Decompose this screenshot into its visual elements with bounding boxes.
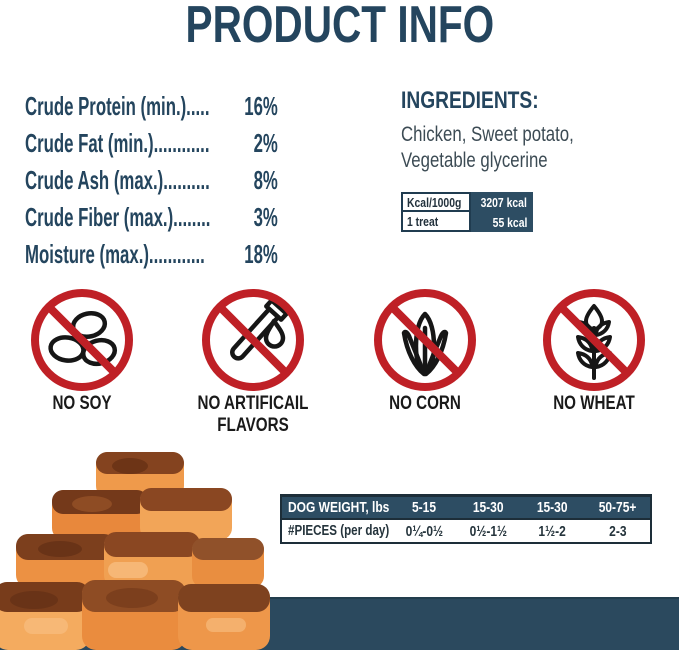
kcal-table: Kcal/1000g 3207 kcal 1 treat 55 kcal	[401, 192, 533, 232]
page-title-wrap: PRODUCT INFO	[0, 0, 679, 54]
feeding-table-header-row: DOG WEIGHT, lbs 5-15 15-30 15-30 50-75+	[282, 497, 650, 518]
analysis-label: Crude Fat (min.)............	[25, 128, 210, 158]
feeding-pieces-cell: 2-3	[608, 522, 627, 540]
analysis-label: Moisture (max.)............	[25, 239, 205, 269]
kcal-row-label: Kcal/1000g	[407, 194, 462, 210]
analysis-value: 16%	[244, 91, 278, 121]
kcal-row: 1 treat 55 kcal	[401, 212, 533, 232]
prohibition-circle	[202, 289, 304, 391]
no-soy-label: NO SOY	[52, 393, 112, 414]
no-corn-badge	[373, 288, 477, 392]
feeding-header-cell: 15-30	[537, 499, 568, 516]
prohibition-circle	[374, 289, 476, 391]
prohibition-circle	[31, 289, 133, 391]
kcal-row: Kcal/1000g 3207 kcal	[401, 192, 533, 212]
soy-beans-icon	[31, 289, 133, 391]
analysis-label: Crude Ash (max.)..........	[25, 165, 210, 195]
ingredients-heading: INGREDIENTS:	[401, 87, 539, 114]
analysis-row: Crude Fat (min.)............ 2%	[25, 125, 278, 162]
test-tube-icon	[202, 289, 304, 391]
feeding-header-cell: DOG WEIGHT, lbs	[288, 499, 390, 516]
prohibition-slash	[558, 304, 630, 376]
prohibition-slash	[389, 304, 461, 376]
feeding-pieces-cell: 0½-1½	[469, 522, 507, 540]
feeding-table-pieces-row: #PIECES (per day) 0¼-0½ 0½-1½ 1½-2 2-3	[282, 518, 650, 542]
no-wheat-label: NO WHEAT	[553, 393, 635, 414]
no-wheat-badge	[542, 288, 646, 392]
analysis-label: Crude Protein (min.).....	[25, 91, 210, 121]
feeding-pieces-cell: 1½-2	[538, 522, 567, 540]
prohibition-slash	[46, 304, 118, 376]
corn-icon	[374, 289, 476, 391]
feeding-table: DOG WEIGHT, lbs 5-15 15-30 15-30 50-75+ …	[280, 494, 652, 544]
no-soy-badge	[30, 288, 134, 392]
analysis-row: Moisture (max.)............ 18%	[25, 236, 278, 273]
analysis-value: 8%	[253, 165, 278, 195]
no-artificial-flavors-badge	[201, 288, 305, 392]
kcal-row-value: 3207 kcal	[480, 194, 527, 210]
wheat-icon	[543, 289, 645, 391]
analysis-row: Crude Ash (max.).......... 8%	[25, 162, 278, 199]
feeding-header-cell: 15-30	[472, 499, 504, 516]
kcal-row-value: 55 kcal	[492, 214, 527, 230]
ingredients-line: Vegetable glycerine	[401, 149, 548, 172]
analysis-value: 18%	[244, 239, 278, 269]
dog-treats-image	[0, 452, 270, 650]
no-corn-label: NO CORN	[389, 393, 461, 414]
feeding-pieces-cell: #PIECES (per day)	[288, 523, 390, 539]
no-artificial-flavors-label: NO ARTIFICAIL FLAVORS	[197, 393, 309, 436]
prohibition-circle	[543, 289, 645, 391]
prohibition-slash	[217, 304, 289, 376]
feeding-header-cell: 5-15	[411, 499, 437, 516]
feeding-pieces-cell: 0¼-0½	[405, 522, 443, 540]
page-title: PRODUCT INFO	[185, 0, 494, 54]
analysis-value: 3%	[253, 202, 278, 232]
kcal-row-label: 1 treat	[407, 213, 439, 229]
ingredients-section: INGREDIENTS: Chicken, Sweet potato, Vege…	[401, 86, 617, 174]
analysis-row: Crude Protein (min.)..... 16%	[25, 88, 278, 125]
analysis-row: Crude Fiber (max.)........ 3%	[25, 199, 278, 236]
feeding-header-cell: 50-75+	[598, 499, 637, 516]
analysis-value: 2%	[253, 128, 278, 158]
analysis-label: Crude Fiber (max.)........	[25, 202, 211, 232]
guaranteed-analysis-list: Crude Protein (min.)..... 16% Crude Fat …	[25, 88, 417, 273]
ingredients-line: Chicken, Sweet potato,	[401, 123, 574, 146]
